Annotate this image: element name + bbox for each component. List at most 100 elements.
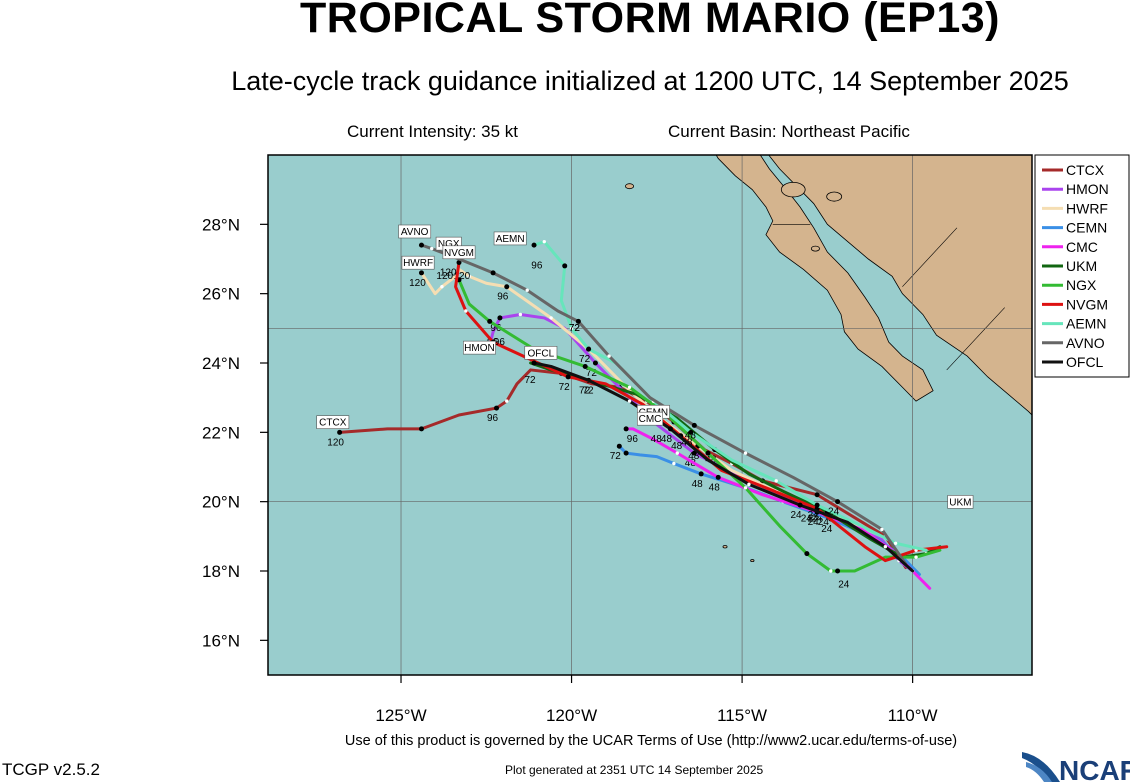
lat-tick-label: 28°N xyxy=(202,215,240,234)
forecast-hour-dot xyxy=(456,259,462,265)
forecast-hour-label: 96 xyxy=(497,292,509,303)
forecast-hour-dot xyxy=(835,499,841,505)
track-interval-marker xyxy=(549,316,553,320)
ncar-logo-swoosh-icon xyxy=(1026,762,1052,782)
lon-tick-label: 125°W xyxy=(375,706,426,725)
forecast-hour-label: 72 xyxy=(579,354,591,365)
forecast-hour-dot xyxy=(504,284,510,290)
model-label-aemn: AEMN xyxy=(493,231,527,246)
forecast-hour-label: 120 xyxy=(436,271,453,282)
track-interval-marker xyxy=(525,288,529,292)
forecast-hour-label: 72 xyxy=(569,323,581,334)
forecast-hour-label: 96 xyxy=(487,413,499,424)
forecast-hour-label: 48 xyxy=(685,458,697,469)
forecast-hour-dot xyxy=(592,360,598,366)
forecast-hour-dot xyxy=(667,426,673,432)
forecast-hour-label: 72 xyxy=(586,368,598,379)
track-interval-marker xyxy=(743,451,748,455)
forecast-hour-label: 24 xyxy=(808,514,820,525)
terms-notice: Use of this product is governed by the U… xyxy=(344,733,958,749)
land-layer xyxy=(625,155,1032,563)
island xyxy=(810,245,820,252)
model-label-text: NGX xyxy=(438,239,460,250)
forecast-hour-dot xyxy=(698,471,704,477)
track-interval-marker xyxy=(627,399,632,403)
forecast-hour-label: 96 xyxy=(531,261,543,272)
forecast-hour-dot xyxy=(691,422,697,428)
model-label-box xyxy=(947,495,974,509)
model-label-text: UKM xyxy=(949,497,971,508)
forecast-hour-label: 72 xyxy=(579,385,591,396)
track-interval-marker xyxy=(747,482,751,487)
forecast-hour-dot xyxy=(804,551,810,557)
legend-entry-cmc: CMC xyxy=(1042,239,1098,255)
forecast-hour-dot xyxy=(616,443,622,449)
legend-label: CTCX xyxy=(1066,162,1105,178)
track-interval-marker xyxy=(672,461,676,466)
forecast-hour-dot xyxy=(562,263,568,269)
forecast-hour-dot xyxy=(797,502,803,508)
legend: CTCX HMON HWRF CEMN CMC UKM NGX NVGM AEMN AVNO OFC… xyxy=(1034,154,1130,378)
forecast-hour-dot xyxy=(814,492,820,498)
legend-entry-ctcx: CTCX xyxy=(1042,162,1105,178)
forecast-hour-dot xyxy=(586,346,592,352)
ncar-logo-text: NCAR xyxy=(1059,755,1130,782)
model-label-box xyxy=(442,245,476,260)
legend-label: AEMN xyxy=(1066,316,1106,332)
forecast-hour-dot xyxy=(497,315,503,321)
forecast-hour-label: 96 xyxy=(494,337,506,348)
forecast-hour-label: 48 xyxy=(661,434,673,445)
forecast-hour-label: 120 xyxy=(327,437,344,448)
model-label-box xyxy=(463,340,496,355)
forecast-hour-label: 48 xyxy=(709,482,721,493)
legend-entry-nvgm: NVGM xyxy=(1042,296,1108,312)
track-interval-marker xyxy=(467,274,471,279)
forecast-hour-label: 24 xyxy=(801,514,813,525)
forecast-hour-label: 24 xyxy=(791,510,803,521)
island xyxy=(780,181,806,198)
baja-california xyxy=(715,155,934,402)
island xyxy=(722,545,728,549)
forecast-hour-dot xyxy=(531,242,537,248)
track-line xyxy=(532,361,915,573)
track-interval-marker xyxy=(569,326,574,331)
track-interval-marker xyxy=(518,312,523,317)
lat-tick-label: 24°N xyxy=(202,354,240,373)
track-interval-marker xyxy=(743,486,748,490)
forecast-hour-label: 96 xyxy=(490,323,502,334)
track-interval-marker xyxy=(883,545,888,549)
island xyxy=(826,191,843,202)
model-label-text: OFCL xyxy=(528,348,555,359)
forecast-hour-label: 72 xyxy=(610,451,622,462)
forecast-hour-dot xyxy=(487,318,493,324)
forecast-hour-label: 24 xyxy=(808,510,820,521)
lon-tick-label: 120°W xyxy=(546,706,597,725)
lat-tick-label: 26°N xyxy=(202,285,240,304)
forecast-hour-label: 48 xyxy=(692,479,704,490)
lat-tick-label: 18°N xyxy=(202,562,240,581)
forecast-hour-dot xyxy=(337,429,343,435)
model-label-text: HWRF xyxy=(403,258,433,269)
lon-tick-label: 115°W xyxy=(717,706,767,725)
model-label-box xyxy=(398,224,432,239)
forecast-hour-label: 24 xyxy=(821,524,833,535)
forecast-hour-dot xyxy=(688,429,694,435)
legend-entry-avno: AVNO xyxy=(1042,335,1105,351)
forecast-hour-dot xyxy=(623,450,629,456)
island xyxy=(750,559,755,563)
model-label-box xyxy=(636,411,663,426)
track-interval-marker xyxy=(774,479,778,483)
model-label-box xyxy=(493,231,527,246)
lon-tick-label: 110°W xyxy=(888,706,938,725)
model-label-text: AVNO xyxy=(401,227,429,238)
forecast-hour-dot xyxy=(418,242,424,248)
map-subtitle: Late-cycle track guidance initialized at… xyxy=(231,66,1069,96)
forecast-hour-dot xyxy=(575,318,581,324)
legend-entry-cemn: CEMN xyxy=(1042,220,1107,236)
lat-tick-label: 22°N xyxy=(202,423,240,442)
forecast-hour-dot xyxy=(418,270,424,276)
forecast-hour-label: 72 xyxy=(559,382,571,393)
forecast-hour-label: 72 xyxy=(582,385,594,396)
forecast-hour-dot xyxy=(691,450,697,456)
legend-entry-ngx: NGX xyxy=(1042,277,1097,293)
